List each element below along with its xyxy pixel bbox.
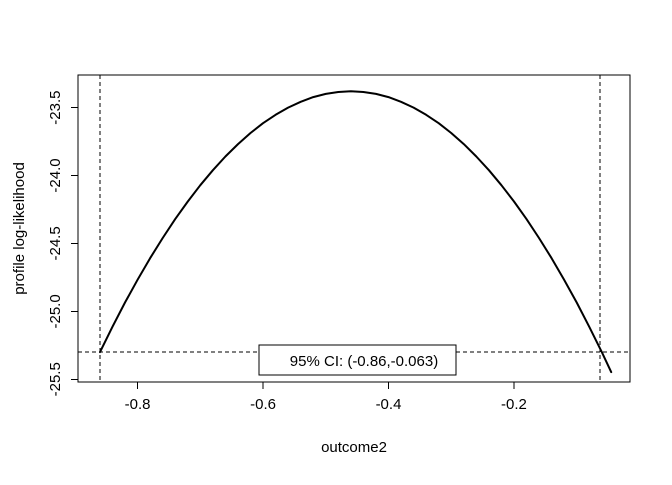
profile-loglik-curve bbox=[99, 90, 613, 374]
y-tick-label: -25.5 bbox=[47, 362, 64, 396]
x-axis-label: outcome2 bbox=[321, 439, 387, 456]
y-tick-label: -23.5 bbox=[47, 90, 64, 124]
x-tick-label: -0.4 bbox=[376, 396, 402, 413]
y-tick-label: -24.0 bbox=[47, 158, 64, 192]
reference-lines-layer bbox=[78, 75, 630, 382]
curve-layer bbox=[99, 90, 613, 374]
x-tick-label: -0.2 bbox=[501, 396, 527, 413]
y-tick-label: -25.0 bbox=[47, 294, 64, 328]
ci-annotation-box: 95% CI: (-0.86,-0.063) bbox=[258, 344, 457, 376]
ci-annotation-frame bbox=[258, 344, 457, 376]
x-tick-label: -0.6 bbox=[250, 396, 276, 413]
plot-box bbox=[77, 74, 631, 383]
y-tick-label: -24.5 bbox=[47, 226, 64, 260]
ticks-layer: -0.8 -0.6 -0.4 -0.2 -23.5 -24.0 -24.5 -25.0 -25.… bbox=[47, 90, 527, 413]
ci-annotation-label: 95% CI: (-0.86,-0.063) bbox=[290, 353, 438, 370]
y-axis-label: profile log-likelihood bbox=[11, 162, 28, 295]
x-tick-label: -0.8 bbox=[125, 396, 151, 413]
